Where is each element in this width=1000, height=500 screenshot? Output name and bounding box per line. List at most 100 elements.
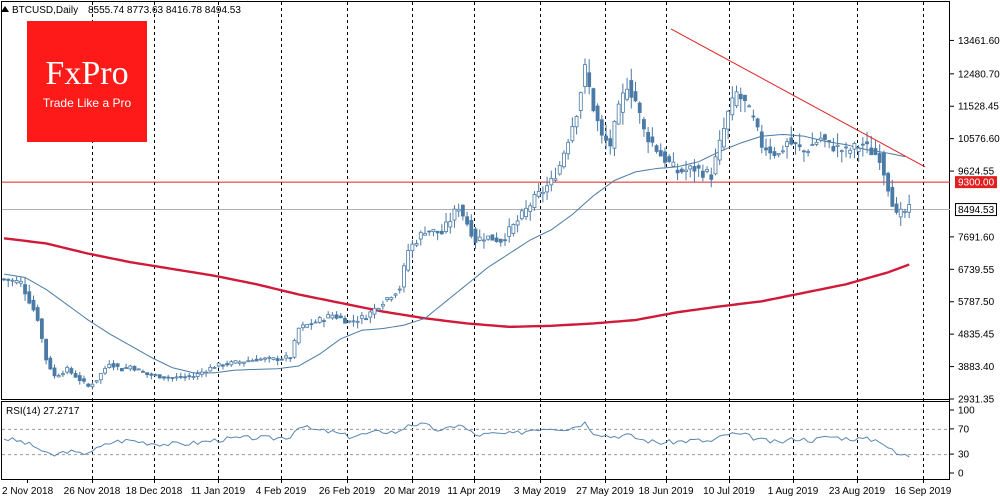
candle xyxy=(288,357,293,363)
time-tick-label: 23 Aug 2019 xyxy=(829,486,886,497)
candle xyxy=(802,149,806,162)
candle xyxy=(460,204,465,221)
candle xyxy=(347,320,352,324)
candle xyxy=(519,208,524,221)
candle xyxy=(334,311,339,320)
candle xyxy=(557,161,562,176)
candle xyxy=(44,338,48,365)
candle xyxy=(115,362,120,371)
ohlc-label: 8555.74 8773.63 8416.78 8494.53 xyxy=(88,5,241,16)
candle xyxy=(178,372,183,380)
candle xyxy=(751,109,756,121)
candle xyxy=(355,316,360,329)
candle xyxy=(444,212,448,234)
candle xyxy=(734,85,739,109)
candle xyxy=(309,319,314,330)
candle xyxy=(473,226,478,249)
price-tick-label: 2931.35 xyxy=(958,394,995,405)
candle xyxy=(498,238,503,247)
candle xyxy=(616,100,621,125)
candle xyxy=(77,371,82,385)
candle xyxy=(827,140,832,149)
candle xyxy=(136,368,141,371)
candle xyxy=(696,163,701,177)
candle xyxy=(292,338,297,359)
candle xyxy=(873,140,878,156)
candle xyxy=(258,357,263,361)
support-price-box: 9300.00 xyxy=(955,176,997,189)
candle xyxy=(717,130,722,165)
candle xyxy=(124,363,128,370)
candle xyxy=(730,86,735,121)
time-tick-label: 16 Sep 2019 xyxy=(895,486,952,497)
candle xyxy=(414,239,419,248)
candle xyxy=(212,365,217,369)
candle xyxy=(583,58,587,94)
slow-moving-average-line xyxy=(3,237,910,329)
candle xyxy=(654,144,659,154)
time-tick-label: 11 Jan 2019 xyxy=(191,486,246,497)
candle xyxy=(242,361,246,367)
candle xyxy=(658,143,663,157)
candle xyxy=(776,153,781,158)
candle xyxy=(35,304,40,322)
candle xyxy=(250,358,255,362)
candle xyxy=(797,133,802,152)
candle xyxy=(620,83,625,125)
candle xyxy=(359,312,364,325)
candle xyxy=(490,234,495,241)
candle xyxy=(418,230,423,246)
candle xyxy=(671,152,676,167)
candle xyxy=(650,127,655,147)
candle xyxy=(578,91,583,119)
candle xyxy=(515,215,520,233)
time-tick-label: 3 May 2019 xyxy=(514,486,567,497)
candle xyxy=(166,374,171,382)
candle xyxy=(31,295,36,312)
candle xyxy=(625,77,629,102)
candle xyxy=(103,365,107,376)
current-price-box: 8494.53 xyxy=(955,203,997,217)
candle xyxy=(326,311,331,319)
candle xyxy=(789,126,794,146)
current-price-label: 8494.53 xyxy=(958,205,995,216)
candle xyxy=(511,223,516,237)
candle xyxy=(69,366,74,376)
candle xyxy=(869,135,874,156)
candle xyxy=(338,312,343,319)
candle xyxy=(157,374,162,379)
candle xyxy=(806,149,811,157)
descending-trendline xyxy=(670,28,926,168)
candle xyxy=(785,138,789,159)
candle xyxy=(183,373,187,381)
time-axis-ticks: 2 Nov 2018 26 Nov 2018 18 Dec 2018 11 Jan 2… xyxy=(2,479,952,497)
candle xyxy=(764,138,768,156)
candle xyxy=(372,303,377,319)
candle xyxy=(305,323,310,329)
candle xyxy=(608,129,613,155)
candle xyxy=(162,376,166,381)
candle xyxy=(881,150,886,186)
candle xyxy=(545,176,549,200)
candle xyxy=(894,197,899,215)
fxpro-logo: FxPro Trade Like a Pro xyxy=(27,21,147,142)
time-tick-label: 10 Jul 2019 xyxy=(703,486,755,497)
candle xyxy=(107,360,112,369)
candle xyxy=(604,124,608,150)
candle xyxy=(663,147,667,168)
candle xyxy=(233,360,238,364)
candle xyxy=(48,355,53,370)
candle xyxy=(267,355,272,363)
candle xyxy=(679,167,684,175)
candle xyxy=(406,243,411,273)
candle xyxy=(536,183,541,199)
candle xyxy=(90,381,95,390)
candle xyxy=(839,149,844,163)
candle xyxy=(722,117,726,151)
time-tick-label: 2 Nov 2018 xyxy=(2,486,54,497)
candle xyxy=(452,205,457,228)
candle xyxy=(427,230,432,236)
candle xyxy=(216,362,221,368)
candle xyxy=(831,137,836,153)
